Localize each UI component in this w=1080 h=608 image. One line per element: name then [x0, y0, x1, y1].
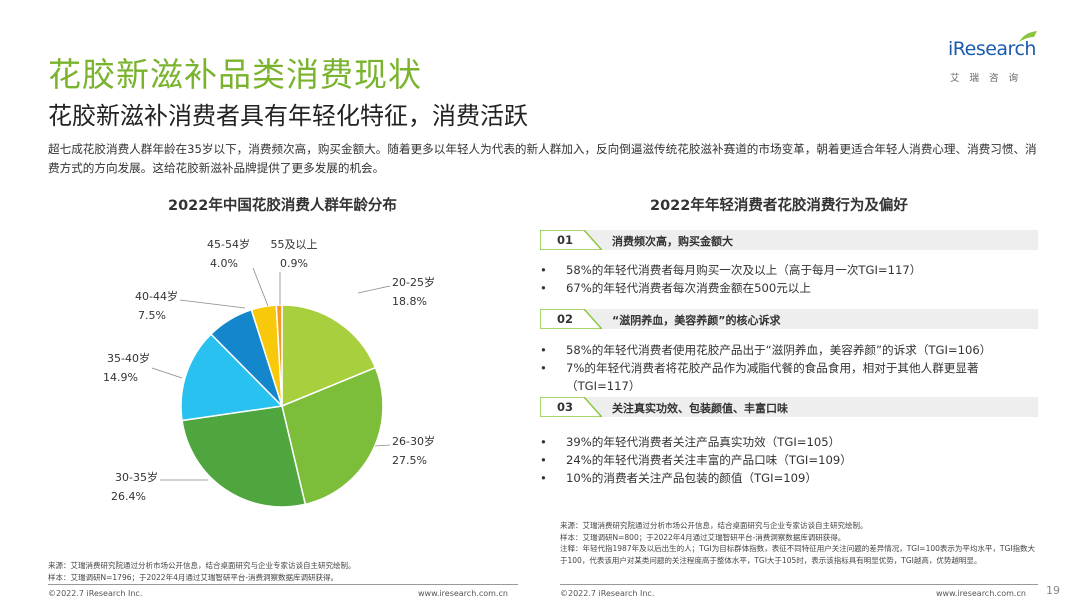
section-bullets-02: 58%的年轻代消费者使用花胶产品出于“滋阴养血，美容养颜”的诉求（TGI=106…: [540, 341, 1040, 395]
logo-subtitle: 艾瑞咨询: [950, 73, 1029, 84]
pie-slice-20-25岁: [281, 304, 377, 408]
source-note-right: 来源：艾瑞消费研究院通过分析市场公开信息，结合桌面研究与企业专家访谈自主研究绘制…: [560, 520, 1038, 566]
page-title: 花胶新滋补品类消费现状: [48, 55, 422, 94]
leader-line: [151, 367, 183, 379]
slice-value-label: 27.5%: [392, 454, 427, 467]
bullet-item: 10%的消费者关注产品包装的颜值（TGI=109）: [540, 469, 1040, 487]
section-number: 02: [557, 312, 574, 326]
right-panel-title: 2022年年轻消费者花胶消费行为及偏好: [650, 198, 908, 214]
section-banner-01: 01 消费频次高，购买金额大: [540, 230, 1038, 250]
slice-value-label: 14.9%: [103, 371, 138, 384]
slice-value-label: 0.9%: [280, 257, 308, 270]
bullet-item: 58%的年轻代消费者使用花胶产品出于“滋阴养血，美容养颜”的诉求（TGI=106…: [540, 341, 1040, 359]
section-banner-03: 03 关注真实功效、包装颜值、丰富口味: [540, 397, 1038, 417]
section-bullets-01: 58%的年轻代消费者每月购买一次及以上（高于每月一次TGI=117） 67%的年…: [540, 261, 1040, 297]
footer-divider-right: [560, 584, 1038, 585]
website-link-left[interactable]: www.iresearch.com.cn: [418, 589, 508, 598]
section-number: 03: [557, 400, 574, 414]
section-number-tab: [540, 397, 602, 417]
page-number: 19: [1046, 584, 1060, 597]
source-note-left: 来源：艾瑞消费研究院通过分析市场公开信息，结合桌面研究与企业专家访谈自主研究绘制…: [48, 560, 518, 583]
slice-label: 20-25岁: [392, 275, 435, 289]
slice-value-label: 18.8%: [392, 295, 427, 308]
leader-line: [252, 267, 269, 307]
section-heading: 关注真实功效、包装颜值、丰富口味: [612, 402, 788, 415]
bullet-item: 24%的年轻代消费者关注丰富的产品口味（TGI=109）: [540, 451, 1040, 469]
pie-chart-title: 2022年中国花胶消费人群年龄分布: [168, 198, 397, 214]
leader-line: [357, 285, 391, 294]
section-number: 01: [557, 233, 574, 247]
bullet-item: 58%的年轻代消费者每月购买一次及以上（高于每月一次TGI=117）: [540, 261, 1040, 279]
copyright-right: ©2022.7 iResearch Inc.: [560, 589, 655, 598]
slice-label: 26-30岁: [392, 434, 435, 448]
bullet-item: 7%的年轻代消费者将花胶产品作为减脂代餐的食品食用，相对于其他人群更显著（TGI…: [540, 359, 1040, 395]
slice-value-label: 26.4%: [111, 490, 146, 503]
leader-line: [179, 299, 246, 309]
leader-line: [374, 444, 391, 447]
website-link-right[interactable]: www.iresearch.com.cn: [936, 589, 1026, 598]
slice-label: 55及以上: [271, 238, 318, 251]
section-heading: “滋阴养血，美容养颜”的核心诉求: [612, 314, 781, 327]
slice-label: 45-54岁: [207, 237, 250, 251]
section-heading: 消费频次高，购买金额大: [612, 235, 733, 248]
bullet-item: 39%的年轻代消费者关注产品真实功效（TGI=105）: [540, 433, 1040, 451]
logo-i-letter: i: [948, 38, 953, 60]
intro-paragraph: 超七成花胶消费人群年龄在35岁以下，消费频次高，购买金额大。随着更多以年轻人为代…: [48, 142, 1037, 175]
source-line: 来源：艾瑞消费研究院通过分析市场公开信息，结合桌面研究与企业专家访谈自主研究绘制…: [560, 521, 868, 530]
source-line: 来源：艾瑞消费研究院通过分析市场公开信息，结合桌面研究与企业专家访谈自主研究绘制…: [48, 561, 356, 570]
copyright-left: ©2022.7 iResearch Inc.: [48, 589, 143, 598]
section-banner-02: 02 “滋阴养血，美容养颜”的核心诉求: [540, 309, 1038, 329]
pie-slice-26-30岁: [281, 366, 384, 506]
slice-label: 30-35岁: [115, 470, 158, 484]
bullet-item: 67%的年轻代消费者每次消费金额在500元以上: [540, 279, 1040, 297]
pie-slice-35-40岁: [180, 333, 284, 422]
pie-slice-30-35岁: [181, 405, 307, 508]
logo-swoosh-icon: [1019, 31, 1037, 42]
page-subtitle: 花胶新滋补消费者具有年轻化特征，消费活跃: [48, 102, 528, 130]
section-bullets-03: 39%的年轻代消费者关注产品真实功效（TGI=105） 24%的年轻代消费者关注…: [540, 433, 1040, 487]
logo-brand-text: Research: [952, 38, 1037, 60]
sample-line: 样本：艾瑞调研N=800；于2022年4月通过艾瑞智研平台-消费洞察数据库调研获…: [560, 532, 846, 542]
sample-line: 样本：艾瑞调研N=1796；于2022年4月通过艾瑞智研平台-消费洞察数据库调研…: [48, 572, 339, 582]
iresearch-logo: iResearch: [948, 38, 1036, 60]
slice-value-label: 4.0%: [210, 257, 238, 270]
slice-label: 35-40岁: [107, 351, 150, 365]
age-distribution-pie-chart: 20-25岁 18.8% 26-30岁 27.5% 30-35岁 26.4% 35-40岁 1…: [103, 237, 435, 508]
section-number-tab: [540, 230, 602, 250]
footer-divider-left: [48, 584, 518, 585]
note-line: 注释：年轻代指1987年及以后出生的人；TGI为目标群体指数，表征不同特征用户关…: [560, 544, 1035, 565]
slice-value-label: 7.5%: [138, 309, 166, 322]
slice-label: 40-44岁: [135, 289, 178, 303]
pie-slice-55及以上: [275, 304, 283, 407]
section-number-tab: [540, 309, 602, 329]
